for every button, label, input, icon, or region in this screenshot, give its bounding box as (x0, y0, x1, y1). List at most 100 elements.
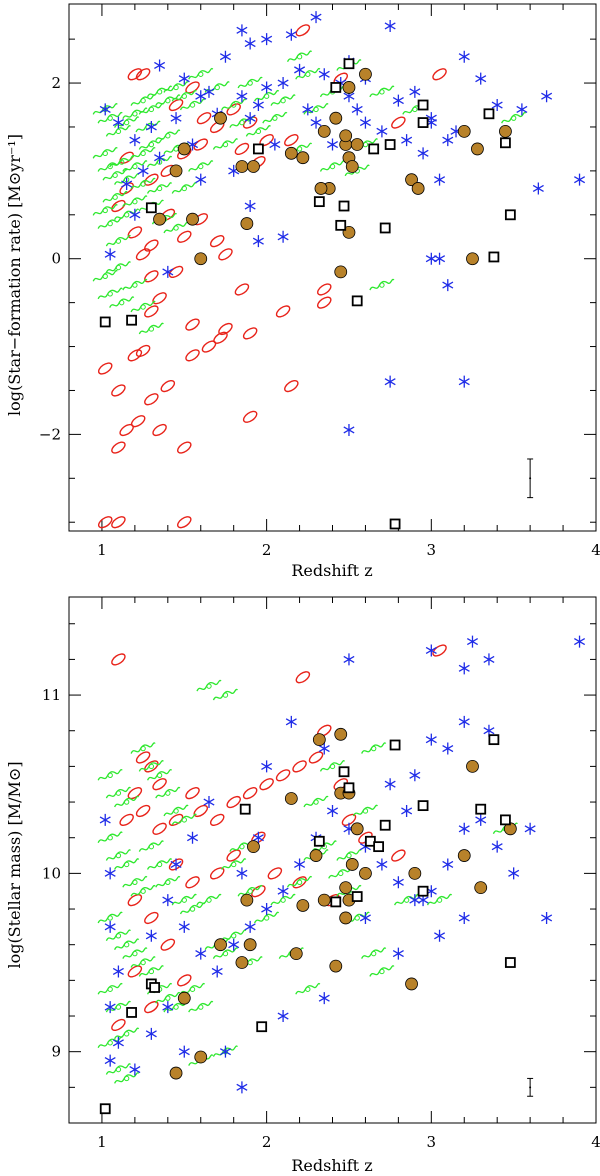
blue-star-point (236, 1081, 248, 1094)
brown-circle-point (243, 938, 257, 952)
black-square-point (488, 734, 500, 746)
green-squiggle-point (114, 1072, 140, 1084)
brown-circle-point (169, 164, 183, 178)
brown-circle-point (457, 124, 471, 138)
y-tick-label: 11 (42, 686, 61, 704)
black-square-point (343, 782, 355, 794)
red-ellipse-point (391, 116, 406, 129)
blue-star-point (145, 929, 157, 942)
green-squiggle-point (270, 893, 296, 906)
black-square-point (379, 222, 391, 234)
green-squiggle-point (303, 795, 329, 808)
blue-star-point (532, 182, 544, 195)
red-ellipse-point (152, 292, 167, 305)
brown-circle-point (339, 881, 353, 895)
blue-star-point (104, 867, 116, 880)
blue-star-point (376, 125, 388, 138)
blue-star-point (170, 112, 182, 125)
red-ellipse-point (196, 112, 212, 125)
blue-star-point (104, 248, 116, 261)
green-squiggle-point (163, 221, 189, 234)
red-ellipse-point (275, 769, 291, 782)
blue-star-point (162, 1001, 174, 1014)
blue-star-point (401, 134, 413, 147)
red-ellipse-point (144, 239, 159, 252)
brown-circle-point (466, 252, 479, 266)
blue-star-point (384, 375, 396, 388)
green-squiggle-point (262, 111, 288, 124)
green-squiggle-point (130, 147, 156, 159)
brown-circle-point (334, 265, 348, 279)
tick-labels: 1 2 3 4 −2 0 2 (39, 74, 600, 559)
brown-circle-point (284, 146, 298, 160)
black-square-point (239, 803, 251, 815)
blue-star-point (99, 103, 111, 116)
blue-star-point (442, 858, 454, 871)
red-ellipse-point (292, 760, 307, 773)
red-ellipse-point (259, 778, 274, 791)
green-squiggle-point (146, 85, 173, 98)
green-squiggle-point (105, 1063, 131, 1075)
red-ellipse-point (185, 349, 200, 362)
green-squiggle-point (286, 875, 313, 888)
red-ellipse-point (127, 349, 143, 362)
green-squiggle-point (188, 160, 214, 172)
green-squiggle-point (122, 875, 148, 888)
blue-star-point (302, 103, 314, 116)
blue-star-point (145, 120, 157, 133)
red-ellipse-point (111, 199, 126, 213)
green-squiggle-point (97, 831, 123, 844)
blue-star-point (442, 279, 454, 292)
green-squiggle-point (286, 50, 313, 63)
red-ellipse-point (341, 813, 357, 826)
red-ellipse-point (317, 283, 332, 296)
blue-star-point (277, 77, 289, 90)
x-tick-label: 1 (97, 541, 107, 559)
red-ellipse-point (218, 248, 233, 261)
green-squiggle-point (105, 234, 131, 247)
green-squiggle-point (394, 893, 420, 906)
red-ellipse-point (242, 410, 258, 423)
red-ellipse-point (209, 867, 225, 880)
blue-star-point (244, 112, 256, 125)
green-squiggle-point (114, 938, 140, 951)
brown-circle-point (153, 212, 166, 226)
blue-star-point (104, 1054, 116, 1067)
black-square-point (99, 316, 111, 328)
red-ellipse-point (135, 804, 151, 818)
red-ellipse-point (275, 305, 291, 318)
red-ellipse-point (119, 813, 134, 826)
green-squiggle-point (146, 182, 173, 194)
brown-circle-point (334, 727, 348, 741)
red-ellipse-point (152, 778, 167, 791)
red-ellipse-point (226, 849, 241, 862)
black-square-point (500, 137, 511, 149)
green-squiggle-point (105, 849, 131, 861)
brown-circle-point (405, 977, 418, 991)
blue-star-point (326, 804, 339, 817)
red-ellipse-point (160, 379, 176, 393)
blue-star-point (475, 813, 487, 826)
blue-star-point (326, 138, 339, 151)
red-ellipse-point (234, 142, 250, 156)
red-ellipse-point (177, 516, 192, 529)
blue-star-point (178, 72, 190, 85)
blue-star-point (252, 99, 264, 112)
black-square-point (99, 1103, 111, 1115)
green-squiggle-point (97, 982, 123, 995)
black-square-point (504, 209, 516, 221)
black-square-point (351, 295, 363, 307)
blue-star-point (310, 11, 322, 24)
red-ellipse-point (168, 858, 184, 871)
green-squiggle-point (105, 1000, 131, 1013)
green-squiggle-point (97, 911, 123, 924)
blue-star-point (244, 37, 256, 50)
tick-labels: 1 2 3 4 9 10 11 (42, 686, 600, 1151)
blue-star-point (129, 134, 141, 147)
red-ellipse-point (193, 138, 209, 151)
data-points (97, 635, 586, 1115)
blue-star-point (195, 173, 207, 186)
red-ellipse-point (135, 344, 151, 358)
brown-circle-point (474, 881, 488, 895)
blue-star-point (516, 103, 528, 116)
